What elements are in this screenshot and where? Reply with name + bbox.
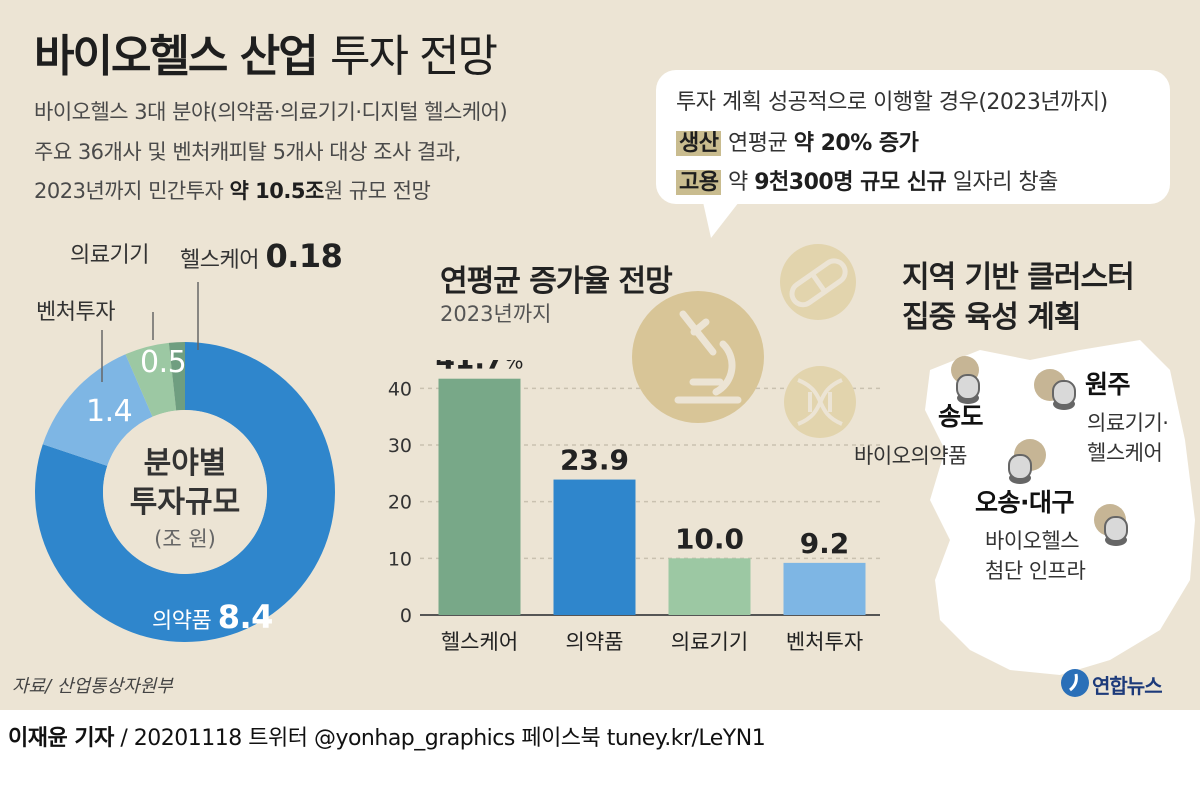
bar-ytick-1: 10: [388, 548, 412, 570]
title-light: 투자 전망: [330, 31, 498, 82]
donut-label-venture-name: 벤처투자: [36, 300, 115, 325]
growth-bar-chart: 0 10 20 30 40 41.7% 헬스케어 23.9 의약품 10.0 의료기기 9.2 벤처투자: [388, 360, 880, 654]
bubble-line-3-post: 일자리 창출: [946, 170, 1059, 195]
region-songdo-label: 송도: [938, 402, 984, 431]
donut-center-line-2: 투자규모: [129, 485, 241, 520]
bar-category-label-3: 벤처투자: [786, 630, 863, 654]
investment-donut-chart: [34, 342, 336, 642]
map-pin-wonju: [1052, 380, 1076, 410]
bar-value-label-1: 23.9: [560, 444, 629, 477]
bar-category-label-2: 의료기기: [671, 630, 748, 654]
bar-ytick-2: 20: [388, 492, 412, 514]
donut-label-healthcare: 헬스케어 0.18: [180, 237, 343, 275]
donut-slice-0: [34, 342, 336, 642]
bar-category-label-0: 헬스케어: [441, 630, 518, 654]
donut-slice-2: [125, 342, 177, 417]
bar-0: [438, 378, 521, 615]
region-wonju-name: 원주: [1085, 370, 1131, 399]
korea-map: [925, 340, 1195, 675]
footer-reporter: 이재윤 기자: [8, 726, 114, 751]
bar-1: [553, 479, 636, 615]
region-osong-name: 오송·대구: [975, 488, 1075, 517]
subtitle-line-3: 2023년까지 민간투자 약 10.5조원 규모 전망: [34, 175, 431, 205]
region-songdo-desc: 바이오의약품: [854, 444, 967, 468]
donut-slice-3: [168, 342, 185, 411]
region-wonju-desc-1: 의료기기·: [1087, 411, 1169, 435]
map-pin-daegu: [1104, 516, 1128, 546]
footer-rest: / 20201118 트위터 @yonhap_graphics 페이스북 tun…: [113, 726, 766, 751]
map-title-line-1: 지역 기반 클러스터: [902, 260, 1135, 295]
subtitle-line-2: 주요 36개사 및 벤처캐피탈 5개사 대상 조사 결과,: [34, 140, 461, 164]
donut-label-venture-value: 1.4: [86, 394, 133, 429]
donut-leader-lines: [101, 282, 199, 382]
bubble-tag-production: 생산: [676, 131, 722, 156]
bar-3: [783, 562, 866, 615]
region-songdo-name: 송도: [938, 402, 984, 431]
donut-label-pharma: 의약품 8.4: [152, 598, 273, 636]
donut-label-device-name: 의료기기: [70, 243, 149, 268]
map-title-line-2: 집중 육성 계획: [902, 300, 1081, 335]
bubble-tag-employment: 고용: [676, 170, 722, 195]
bio-icons: [632, 244, 856, 438]
bubble-line-2-bold: 약 20% 증가: [793, 131, 919, 156]
bubble-line-1: 투자 계획 성공적으로 이행할 경우(2023년까지): [676, 90, 1108, 115]
bubble-line-3: 고용 약 9천300명 규모 신규 일자리 창출: [676, 164, 1058, 196]
bubble-line-3-pre: 약: [721, 170, 755, 195]
bar-value-label-2: 10.0: [675, 522, 744, 555]
map-pin-osong: [1008, 454, 1032, 484]
bar-ytick-4: 40: [388, 378, 412, 400]
infographic-card: 바이오헬스 산업 투자 전망 바이오헬스 3대 분야(의약품·의료기기·디지털 …: [0, 0, 1200, 710]
subtitle-line-3-post: 원 규모 전망: [323, 179, 431, 203]
donut-label-device-value: 0.5: [140, 345, 187, 380]
subtitle-line-3-pre: 2023년까지 민간투자: [34, 179, 230, 203]
bar-category-label-1: 의약품: [566, 630, 624, 654]
yonhap-logo-icon: [1061, 669, 1089, 697]
region-wonju-desc-2: 헬스케어: [1087, 441, 1163, 465]
region-osong-label: 오송·대구: [975, 488, 1075, 517]
region-osong-desc-2: 첨단 인프라: [985, 559, 1086, 583]
bar-value-unit: %: [505, 360, 524, 374]
donut-center-line-1: 분야별: [143, 446, 227, 481]
donut-label-pharma-name: 의약품: [152, 609, 212, 634]
donut-hole: [103, 410, 267, 574]
map-pin-songdo: [956, 374, 980, 404]
bar-value-label-3: 9.2: [800, 527, 850, 560]
region-wonju-label: 원주: [1085, 370, 1131, 399]
page-title: 바이오헬스 산업 투자 전망: [34, 20, 498, 84]
donut-label-healthcare-value: 0.18: [265, 237, 343, 275]
source-note: 자료/ 산업통상자원부: [12, 676, 173, 697]
bar-ytick-3: 30: [388, 435, 412, 457]
donut-slice-1: [42, 354, 153, 466]
title-bold: 바이오헬스 산업: [34, 31, 319, 82]
donut-center-unit: (조 원): [154, 527, 216, 551]
bubble-line-2-pre: 연평균: [721, 131, 794, 156]
bubble-line-3-bold: 9천300명 규모 신규: [754, 170, 947, 195]
bubble-tail: [703, 202, 739, 238]
bar-value-label-0: 41.7%: [435, 360, 523, 376]
yonhap-logo: 연합뉴스: [1060, 666, 1190, 700]
subtitle-line-1: 바이오헬스 3대 분야(의약품·의료기기·디지털 헬스케어): [34, 100, 508, 124]
region-osong-desc-1: 바이오헬스: [985, 529, 1080, 553]
footer-credit: 이재윤 기자 / 20201118 트위터 @yonhap_graphics 페…: [8, 720, 766, 752]
donut-label-healthcare-name: 헬스케어: [180, 248, 259, 273]
bubble-line-2: 생산 연평균 약 20% 증가: [676, 125, 919, 157]
bar-chart-subtitle: 2023년까지: [440, 302, 552, 326]
bar-ytick-0: 0: [400, 605, 412, 627]
subtitle-line-3-bold: 약 10.5조: [229, 179, 325, 203]
projection-bubble: 투자 계획 성공적으로 이행할 경우(2023년까지) 생산 연평균 약 20%…: [656, 70, 1170, 204]
donut-label-pharma-value: 8.4: [217, 598, 274, 636]
bar-chart-title: 연평균 증가율 전망: [440, 264, 673, 299]
microscope-icon: [632, 291, 764, 423]
bar-2: [668, 558, 751, 615]
yonhap-logo-text: 연합뉴스: [1092, 674, 1163, 698]
